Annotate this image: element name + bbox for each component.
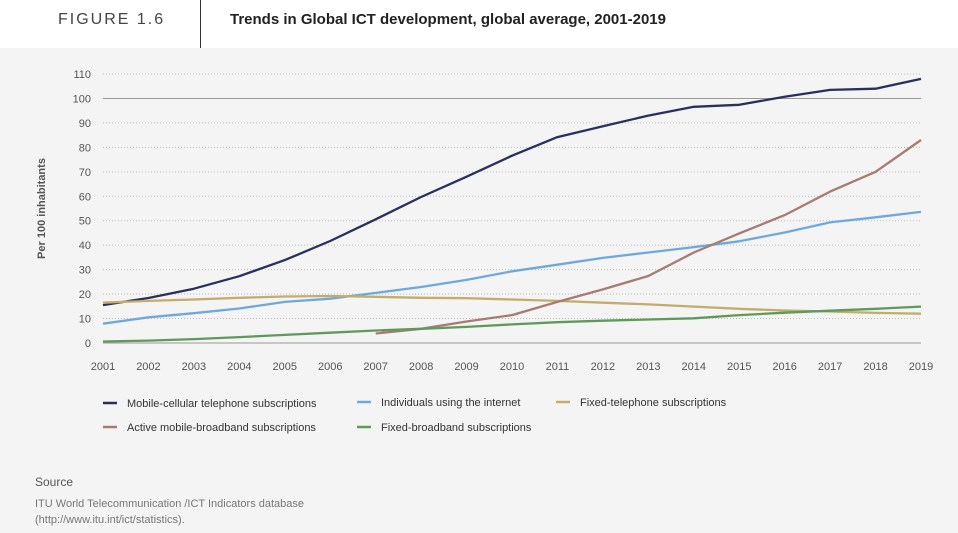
y-tick-label: 90 (79, 118, 91, 130)
x-tick-label: 2002 (136, 361, 160, 373)
legend-label: Fixed-telephone subscriptions (580, 397, 727, 409)
x-tick-label: 2003 (182, 361, 206, 373)
line-chart: 0 10 20 30 40 50 60 70 80 90 100 110 2001 2002 2003 200… (36, 69, 933, 434)
x-tick-label: 2012 (591, 361, 615, 373)
series-line-2 (102, 210, 922, 325)
y-tick-label: 10 (79, 314, 91, 326)
x-tick-label: 2006 (318, 361, 342, 373)
legend-label: Individuals using the internet (381, 397, 520, 409)
y-tick-label: 100 (73, 93, 91, 105)
header-divider (200, 0, 201, 48)
x-tick-label: 2005 (273, 361, 297, 373)
x-tick-label: 2009 (454, 361, 478, 373)
y-tick-label: 40 (79, 240, 91, 252)
y-tick-label: 70 (79, 167, 91, 179)
source-text: ITU World Telecommunication /ICT Indicat… (35, 498, 305, 526)
legend-label: Fixed-broadband subscriptions (381, 422, 532, 434)
figure-header: FIGURE 1.6 Trends in Global ICT developm… (0, 0, 958, 48)
x-tick-label: 2015 (727, 361, 751, 373)
y-tick-label: 0 (85, 338, 91, 350)
source-label: Source (35, 475, 74, 489)
x-tick-label: 2010 (500, 361, 524, 373)
series-line-5 (102, 305, 922, 343)
x-tick-label: 2014 (682, 361, 706, 373)
figure-title: Trends in Global ICT development, global… (230, 11, 666, 28)
series-line-4 (375, 139, 922, 335)
x-tick-label: 2001 (91, 361, 115, 373)
legend-label: Active mobile-broadband subscriptions (127, 422, 316, 434)
legend-label: Mobile-cellular telephone subscriptions (127, 398, 317, 410)
y-tick-label: 50 (79, 216, 91, 228)
y-tick-label: 30 (79, 265, 91, 277)
series-line-3 (102, 294, 922, 315)
series-line-1 (102, 77, 922, 307)
y-tick-label: 110 (73, 69, 91, 81)
y-tick-label: 60 (79, 191, 91, 203)
y-axis-label: Per 100 inhabitants (36, 158, 48, 259)
x-tick-label: 2008 (409, 361, 433, 373)
x-tick-label: 2016 (772, 361, 796, 373)
x-tick-label: 2019 (909, 361, 933, 373)
x-tick-label: 2011 (546, 361, 570, 373)
x-tick-label: 2013 (636, 361, 660, 373)
figure-label: FIGURE 1.6 (58, 11, 166, 28)
x-tick-label: 2004 (227, 361, 251, 373)
x-tick-label: 2017 (818, 361, 842, 373)
x-tick-label: 2007 (363, 361, 387, 373)
y-tick-label: 20 (79, 289, 91, 301)
y-tick-label: 80 (79, 142, 91, 154)
x-tick-label: 2018 (863, 361, 887, 373)
